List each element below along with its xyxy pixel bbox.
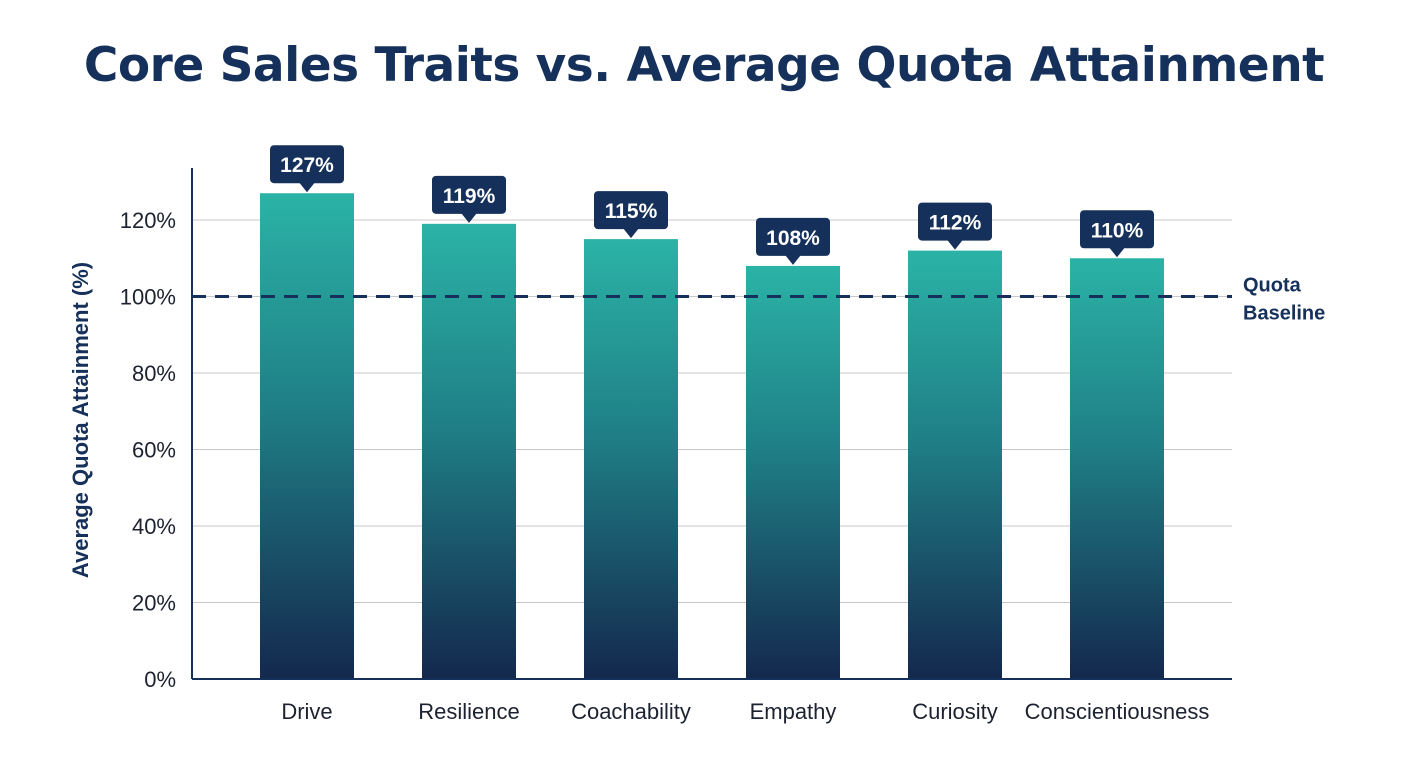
data-label-pointer	[299, 182, 315, 193]
quota-baseline-label: Baseline	[1243, 303, 1325, 325]
data-label-callout: 110%	[1080, 210, 1154, 258]
data-label-text: 112%	[929, 212, 982, 235]
data-label-callout: 119%	[432, 175, 506, 223]
data-label-callout: 127%	[270, 145, 344, 193]
data-label-callout: 108%	[756, 217, 830, 265]
bar-empathy	[746, 265, 840, 679]
y-tick-label: 0%	[144, 667, 176, 692]
x-category-label: Resilience	[418, 699, 520, 724]
data-label-box	[432, 175, 506, 214]
data-label-pointer	[461, 212, 477, 223]
y-tick-label: 20%	[132, 591, 176, 616]
bar-resilience	[422, 223, 516, 679]
bar-drive	[260, 193, 354, 679]
y-tick-label: 40%	[132, 514, 176, 539]
data-label-text: 119%	[443, 185, 496, 208]
data-label-pointer	[1109, 247, 1125, 258]
data-label-box	[1080, 210, 1154, 249]
y-tick-label: 120%	[120, 208, 176, 233]
x-category-label: Curiosity	[912, 699, 998, 724]
x-category-label: Coachability	[571, 699, 691, 724]
quota-baseline: Quota Baseline	[192, 275, 1325, 325]
data-label-text: 108%	[766, 227, 820, 250]
bar-coachability	[584, 239, 678, 679]
data-label-callout: 112%	[918, 202, 992, 250]
data-label-text: 127%	[280, 154, 334, 177]
data-label-callout: 115%	[594, 191, 668, 239]
y-tick-label: 80%	[132, 361, 176, 386]
bar-conscientiousness	[1070, 258, 1164, 679]
x-category-label: Empathy	[750, 699, 837, 724]
axes: 0% 20% 40% 60% 80% 100% 120% Drive Resilience Coa…	[120, 168, 1232, 724]
data-label-pointer	[623, 228, 639, 239]
x-category-label: Drive	[281, 699, 332, 724]
x-category-label: Conscientiousness	[1025, 699, 1210, 724]
y-tick-label: 60%	[132, 438, 176, 463]
bars	[260, 193, 1164, 679]
data-label-box	[270, 145, 344, 184]
y-tick-label: 100%	[120, 285, 176, 310]
bar-curiosity	[908, 250, 1002, 679]
quota-baseline-label: Quota	[1243, 275, 1302, 297]
data-label-box	[594, 191, 668, 230]
y-axis-label: Average Quota Attainment (%)	[68, 262, 93, 578]
data-label-text: 110%	[1091, 219, 1144, 242]
data-label-box	[918, 202, 992, 241]
data-label-pointer	[785, 254, 801, 265]
grid-lines	[192, 219, 1232, 603]
data-labels: 127% 119% 115% 108% 112% 110%	[270, 145, 1154, 265]
data-label-text: 115%	[605, 200, 658, 223]
data-label-box	[756, 217, 830, 256]
chart-title: Core Sales Traits vs. Average Quota Atta…	[83, 38, 1325, 93]
data-label-pointer	[947, 239, 963, 250]
